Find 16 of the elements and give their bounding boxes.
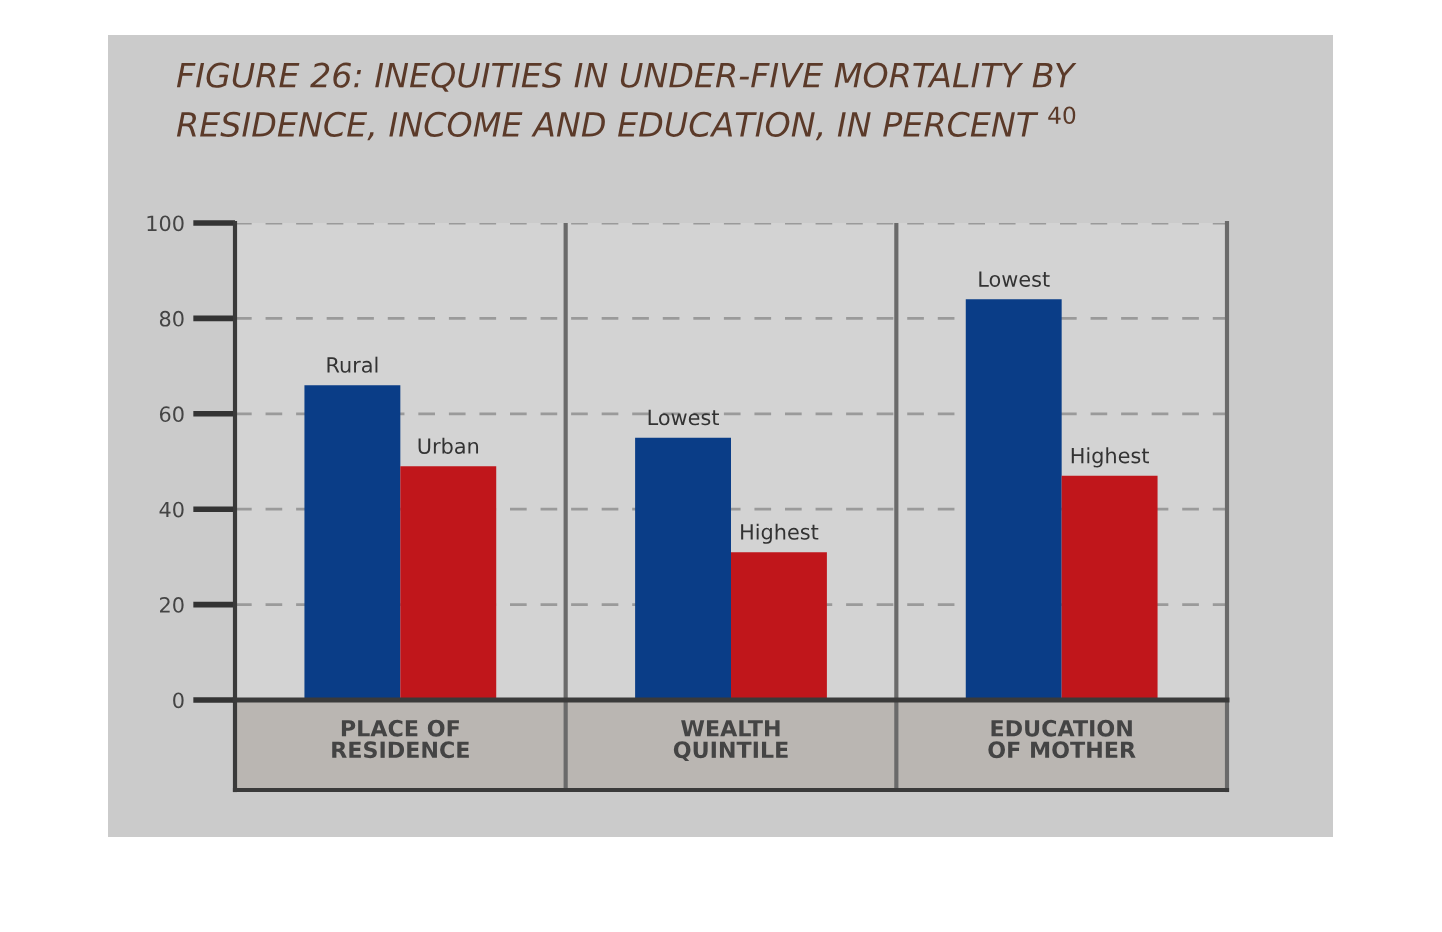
data-label: Urban — [418, 437, 479, 454]
data-label: Highest — [741, 523, 819, 544]
data-label: Rural — [327, 356, 378, 373]
y-tick-label: 20 — [160, 597, 184, 613]
y-tick-label: 80 — [159, 310, 184, 327]
y-tick-label: 100 — [147, 215, 184, 232]
data-label: Highest — [1071, 447, 1149, 468]
y-tick-label: 60 — [159, 406, 184, 423]
chart-title: FIGURE 26: INEQUITIES IN UNDER-FIVE MORTALITY BY RESIDENCE, INCOME AND EDUCATION, IN PERCENT $^{40}$ — [176, 62, 1077, 141]
x-tick-label: WEALTH QUINTILE — [673, 720, 788, 762]
x-tick-label: PLACE OF RESIDENCE — [332, 719, 469, 759]
x-tick-label: EDUCATION OF MOTHER — [988, 719, 1136, 759]
data-label: Lowest — [648, 409, 719, 426]
y-tick-label: 40 — [159, 501, 184, 518]
data-label: Lowest — [979, 271, 1050, 287]
y-tick-label: 0 — [173, 692, 184, 709]
